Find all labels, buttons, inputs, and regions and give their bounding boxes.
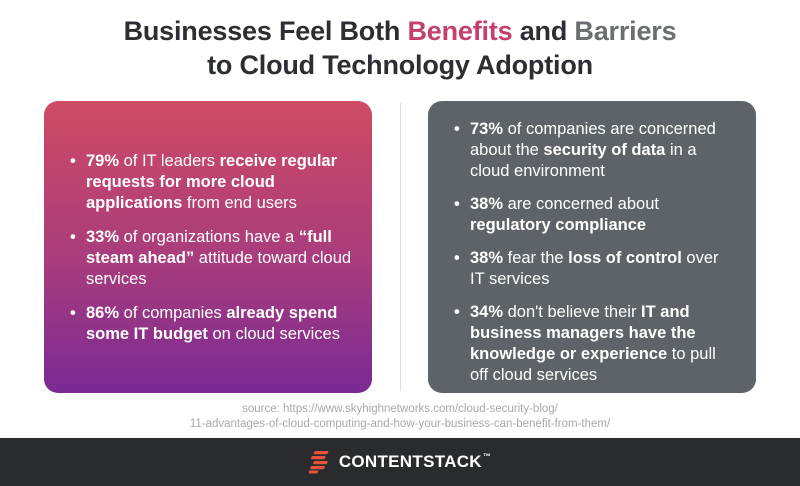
body-text: of organizations have a: [119, 228, 299, 246]
benefits-panel: 79% of IT leaders receive regular reques…: [44, 101, 372, 393]
body-text: are concerned about: [503, 195, 659, 213]
benefits-item: 33% of organizations have a “full steam …: [68, 227, 352, 290]
emphasis-text: regulatory compliance: [470, 216, 647, 234]
title-line-2: to Cloud Technology Adoption: [207, 50, 593, 80]
emphasis-text: receive regular requests for more cloud …: [86, 152, 338, 212]
benefits-list: 79% of IT leaders receive regular reques…: [68, 151, 352, 345]
body-text: don't believe their: [503, 303, 642, 321]
emphasis-text: IT and business managers have the knowle…: [470, 303, 696, 363]
emphasis-text: 86%: [86, 304, 120, 322]
body-text: attitude toward cloud services: [86, 249, 352, 288]
emphasis-text: security of data: [543, 141, 666, 159]
title-line-1: Businesses Feel Both Benefits and Barrie…: [0, 14, 800, 48]
emphasis-text: “full steam ahead”: [86, 228, 332, 267]
footer-bar: CONTENTSTACK™: [0, 438, 800, 486]
emphasis-text: 33%: [86, 228, 120, 246]
emphasis-text: 38%: [470, 249, 504, 267]
emphasis-text: 34%: [470, 303, 504, 321]
title-prefix: Businesses Feel Both: [123, 16, 408, 46]
panel-divider: [400, 103, 401, 391]
benefits-item: 86% of companies already spend some IT b…: [68, 303, 352, 345]
source-line-2: 11-advantages-of-cloud-computing-and-how…: [189, 418, 611, 430]
barriers-item: 34% don't believe their IT and business …: [452, 302, 736, 386]
body-text: of companies are concerned about the: [470, 120, 716, 159]
body-text: fear the: [503, 249, 569, 267]
source-citation: source: https://www.skyhighnetworks.com/…: [0, 402, 800, 432]
barriers-list: 73% of companies are concerned about the…: [452, 119, 736, 386]
infographic-title: Businesses Feel Both Benefits and Barrie…: [0, 14, 800, 82]
contentstack-logo-icon: [308, 451, 329, 474]
brand-text: CONTENTSTACK: [338, 452, 482, 471]
title-and: and: [512, 16, 575, 46]
body-text: of IT leaders: [119, 152, 220, 170]
title-benefits-word: Benefits: [407, 16, 513, 46]
barriers-item: 38% are concerned about regulatory compl…: [452, 194, 736, 236]
barriers-item: 38% fear the loss of control over IT ser…: [452, 248, 736, 290]
brand-name: CONTENTSTACK™: [339, 452, 491, 472]
benefits-item: 79% of IT leaders receive regular reques…: [68, 151, 352, 214]
brand-logo: CONTENTSTACK™: [0, 438, 800, 486]
title-barriers-word: Barriers: [574, 16, 677, 46]
emphasis-text: 38%: [470, 195, 504, 213]
barriers-item: 73% of companies are concerned about the…: [452, 119, 736, 182]
source-line-1: source: https://www.skyhighnetworks.com/…: [242, 403, 558, 415]
body-text: from end users: [182, 194, 297, 212]
body-text: over IT services: [470, 249, 719, 288]
emphasis-text: 79%: [86, 152, 120, 170]
emphasis-text: loss of control: [568, 249, 682, 267]
emphasis-text: 73%: [470, 120, 504, 138]
trademark-symbol: ™: [482, 452, 492, 461]
body-text: of companies: [119, 304, 227, 322]
body-text: on cloud services: [207, 325, 341, 343]
barriers-panel: 73% of companies are concerned about the…: [428, 101, 756, 393]
body-text: in a cloud environment: [470, 141, 697, 180]
emphasis-text: already spend some IT budget: [86, 304, 338, 343]
body-text: to pull off cloud services: [470, 345, 716, 384]
